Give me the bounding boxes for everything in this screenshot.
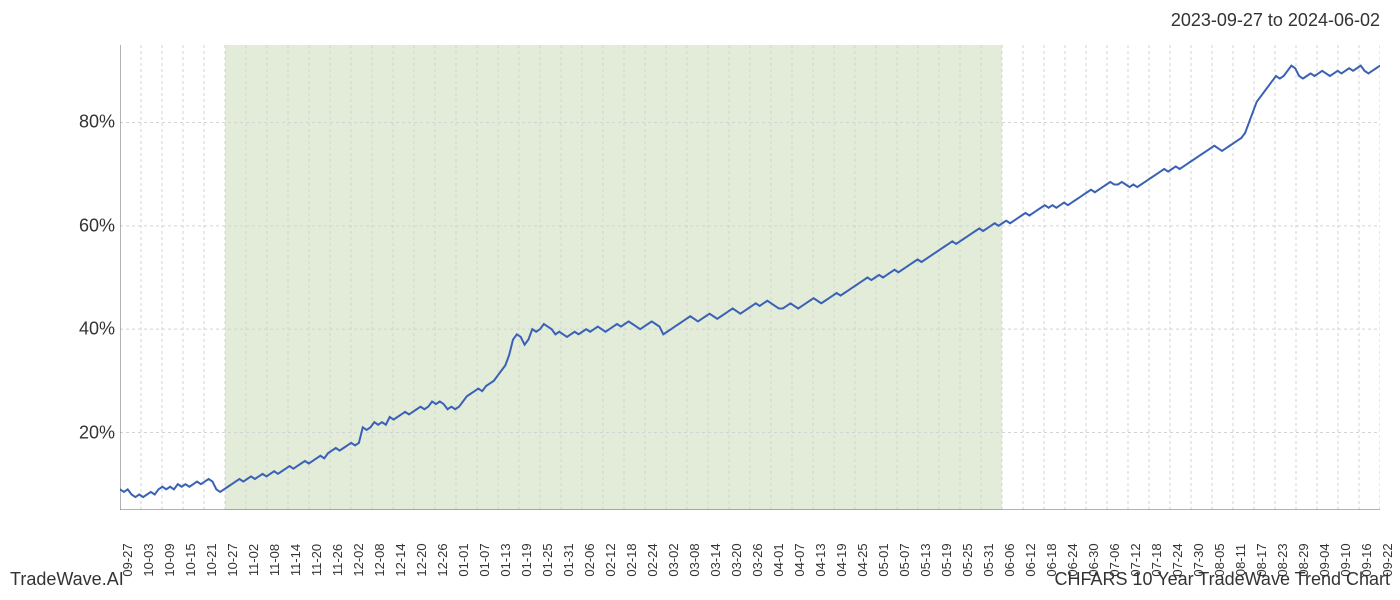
x-tick-label: 10-21 [204,543,219,576]
chart-area [120,45,1380,510]
x-tick-label: 11-26 [330,544,345,576]
x-tick-label: 03-20 [729,543,744,576]
x-tick-label: 05-07 [897,543,912,576]
x-tick-label: 01-13 [498,543,513,576]
x-tick-label: 05-25 [960,543,975,576]
x-axis-labels: 09-2710-0310-0910-1510-2110-2711-0211-08… [120,510,1380,565]
x-tick-label: 05-01 [876,543,891,576]
x-tick-label: 12-08 [372,543,387,576]
x-tick-label: 06-12 [1023,543,1038,576]
x-tick-label: 12-26 [435,543,450,576]
x-tick-label: 03-08 [687,543,702,576]
x-tick-label: 03-02 [666,543,681,576]
x-tick-label: 11-02 [246,544,261,576]
x-tick-label: 11-20 [309,544,324,576]
x-tick-label: 02-24 [645,543,660,576]
x-tick-label: 01-31 [561,543,576,576]
x-tick-label: 01-25 [540,543,555,576]
x-tick-label: 06-06 [1002,543,1017,576]
x-tick-label: 04-01 [771,543,786,576]
x-tick-label: 04-19 [834,543,849,576]
x-tick-label: 12-14 [393,543,408,576]
x-tick-label: 03-26 [750,543,765,576]
y-axis-labels: 20% 40% 60% 80% [60,45,115,510]
x-tick-label: 04-07 [792,543,807,576]
y-tick-label: 40% [79,319,115,340]
y-tick-label: 80% [79,112,115,133]
x-tick-label: 05-19 [939,543,954,576]
x-tick-label: 02-12 [603,543,618,576]
date-range-label: 2023-09-27 to 2024-06-02 [1171,10,1380,31]
x-tick-label: 10-09 [162,543,177,576]
x-tick-label: 02-18 [624,543,639,576]
x-tick-label: 05-13 [918,543,933,576]
x-tick-label: 01-01 [456,543,471,576]
x-tick-label: 01-19 [519,543,534,576]
x-tick-label: 01-07 [477,543,492,576]
x-tick-label: 04-25 [855,543,870,576]
x-tick-label: 11-14 [288,544,303,576]
x-tick-label: 04-13 [813,543,828,576]
trend-chart [120,45,1380,510]
x-tick-label: 10-15 [183,543,198,576]
y-tick-label: 60% [79,215,115,236]
x-tick-label: 10-03 [141,543,156,576]
x-tick-label: 03-14 [708,543,723,576]
y-tick-label: 20% [79,422,115,443]
brand-label: TradeWave.AI [10,569,124,590]
x-tick-label: 11-08 [267,544,282,576]
x-tick-label: 12-20 [414,543,429,576]
chart-title: CHFARS 10 Year TradeWave Trend Chart [1055,569,1391,590]
x-tick-label: 12-02 [351,543,366,576]
x-tick-label: 02-06 [582,543,597,576]
x-tick-label: 05-31 [981,543,996,576]
x-tick-label: 10-27 [225,543,240,576]
